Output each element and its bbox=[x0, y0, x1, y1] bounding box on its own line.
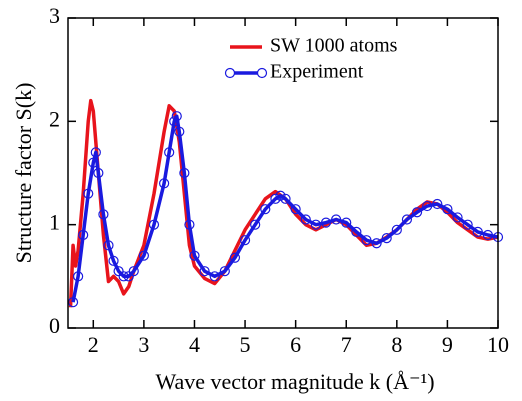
marker bbox=[98, 209, 109, 220]
x-tick-label: 9 bbox=[442, 332, 453, 357]
marker bbox=[118, 271, 129, 282]
marker bbox=[290, 204, 301, 215]
marker bbox=[275, 190, 286, 201]
marker bbox=[209, 271, 220, 282]
marker bbox=[83, 188, 94, 199]
marker bbox=[250, 219, 261, 230]
marker bbox=[123, 271, 134, 282]
marker bbox=[280, 193, 291, 204]
marker bbox=[482, 229, 493, 241]
marker bbox=[159, 178, 170, 189]
marker bbox=[148, 219, 160, 230]
marker bbox=[179, 167, 190, 179]
marker bbox=[171, 111, 182, 122]
marker bbox=[381, 233, 392, 244]
marker bbox=[239, 235, 251, 246]
marker bbox=[391, 224, 402, 235]
marker bbox=[113, 266, 124, 277]
marker bbox=[472, 226, 483, 237]
marker bbox=[432, 198, 443, 210]
x-tick-label: 2 bbox=[88, 332, 99, 357]
x-tick-label: 10 bbox=[487, 332, 509, 357]
legend-marker bbox=[256, 67, 268, 79]
marker bbox=[401, 214, 413, 225]
marker bbox=[411, 207, 423, 218]
x-axis-label: Wave vector magnitude k (Å⁻¹) bbox=[155, 369, 434, 394]
x-tick-label: 6 bbox=[290, 332, 301, 357]
marker bbox=[88, 157, 99, 168]
marker bbox=[452, 212, 463, 223]
marker bbox=[138, 250, 149, 261]
series-line bbox=[71, 114, 498, 303]
x-tick-label: 3 bbox=[138, 332, 149, 357]
marker bbox=[442, 204, 453, 215]
plot-frame bbox=[67, 17, 499, 329]
marker bbox=[128, 266, 139, 277]
marker bbox=[169, 116, 180, 127]
marker bbox=[108, 255, 119, 266]
marker bbox=[270, 193, 281, 204]
marker bbox=[219, 266, 230, 277]
legend-label: SW 1000 atoms bbox=[270, 35, 398, 57]
y-tick-label: 3 bbox=[49, 3, 60, 28]
marker bbox=[462, 219, 473, 230]
y-axis-label: Structure factor S(k) bbox=[11, 83, 36, 264]
marker bbox=[90, 147, 101, 158]
marker bbox=[174, 126, 185, 137]
marker bbox=[73, 271, 84, 282]
y-tick-label: 1 bbox=[49, 210, 60, 235]
y-tick-label: 0 bbox=[49, 313, 60, 338]
marker bbox=[184, 219, 195, 230]
x-tick-label: 7 bbox=[341, 332, 352, 357]
marker bbox=[93, 167, 104, 179]
marker bbox=[422, 200, 433, 212]
marker bbox=[300, 214, 311, 225]
marker bbox=[361, 235, 372, 246]
x-tick-label: 8 bbox=[391, 332, 402, 357]
x-tick-label: 5 bbox=[240, 332, 251, 357]
marker bbox=[260, 204, 271, 215]
marker bbox=[103, 240, 114, 251]
y-tick-label: 2 bbox=[49, 106, 60, 131]
marker bbox=[189, 250, 200, 261]
marker bbox=[229, 252, 241, 263]
marker bbox=[320, 217, 332, 228]
marker bbox=[351, 226, 362, 237]
marker bbox=[371, 238, 382, 249]
marker bbox=[331, 214, 342, 225]
marker bbox=[164, 147, 175, 158]
legend-marker bbox=[224, 67, 236, 79]
marker bbox=[310, 219, 321, 230]
x-tick-label: 4 bbox=[189, 332, 200, 357]
marker bbox=[341, 217, 352, 228]
marker bbox=[199, 266, 210, 277]
legend-label: Experiment bbox=[270, 61, 364, 83]
marker bbox=[78, 229, 89, 241]
